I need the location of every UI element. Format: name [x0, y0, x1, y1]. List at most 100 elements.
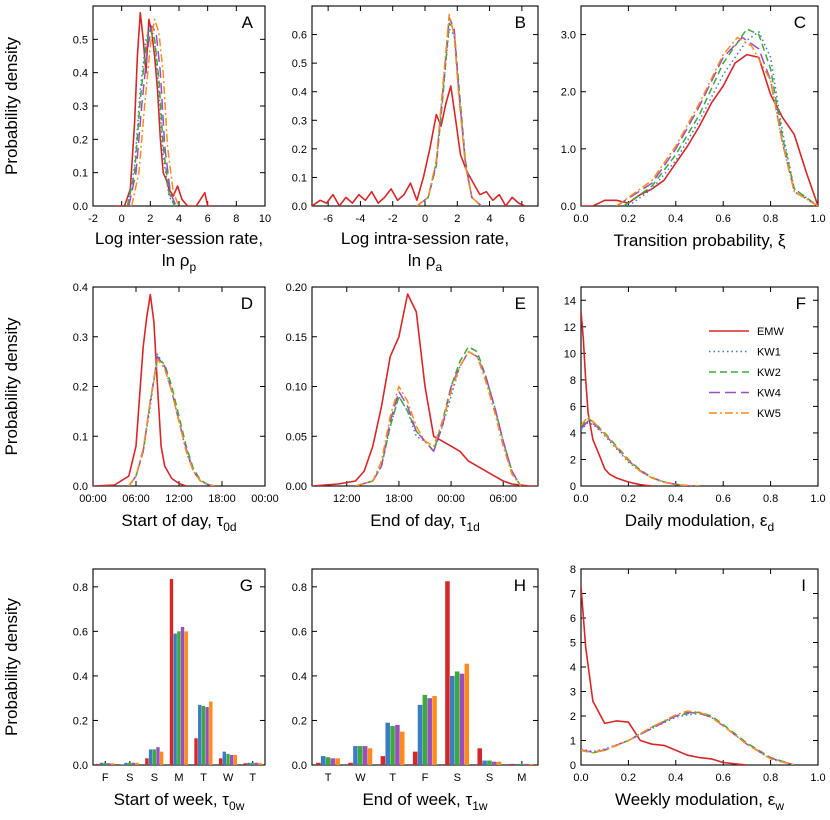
x-axis-label-main: Log inter-session rate, — [95, 229, 263, 248]
y-tick-label: 1 — [570, 736, 576, 748]
panel-G: 0.0 0.2 0.4 0.6 0.8 F S S M T W T G Start of week, τ0… — [2, 568, 266, 813]
x-tick-label: 4 — [176, 213, 182, 225]
bar-emw — [509, 763, 515, 765]
x-axis-label-line2-main: ln ρ — [408, 251, 436, 270]
x-axis-label-main: Weekly modulation, ε — [615, 790, 776, 809]
x-tick-label: -4 — [356, 213, 366, 225]
bar-kw1 — [385, 722, 390, 765]
panel-label: C — [794, 13, 806, 32]
x-tick-label: 8 — [233, 213, 239, 225]
bar-kw5 — [135, 762, 139, 765]
series-line-emw — [581, 586, 747, 765]
x-tick-label: M — [174, 772, 183, 784]
bar-kw4 — [107, 763, 111, 765]
x-axis-label-main: Daily modulation, ε — [625, 511, 768, 530]
series-line-kw5 — [416, 13, 482, 206]
x-axis-label-main: End of day, τ — [370, 511, 466, 530]
y-tick-label: 0.3 — [73, 332, 88, 344]
x-tick-label: 1.0 — [810, 493, 825, 505]
series-line-emw — [312, 85, 526, 206]
bar-kw4 — [156, 747, 160, 765]
series-line-kw2 — [581, 711, 795, 765]
y-tick-label: 0 — [570, 481, 576, 493]
x-axis-label-line2: ln ρa — [408, 251, 443, 274]
y-tick-label: 5 — [570, 638, 576, 650]
x-tick-label: 06:00 — [489, 493, 517, 505]
series-line-kw4 — [416, 16, 482, 206]
bar-kw5 — [464, 663, 470, 765]
bar-emw — [243, 763, 247, 765]
bar-kw5 — [399, 731, 405, 765]
panel-D: 0.0 0.1 0.2 0.3 0.4 00:00 06:00 12:00 18:00 00:00… — [2, 282, 279, 534]
y-tick-label: 2 — [570, 711, 576, 723]
x-axis-label: Log inter-session rate, — [95, 229, 263, 248]
y-tick-label: 2 — [570, 454, 576, 466]
bar-kw1 — [514, 763, 520, 765]
bar-kw1 — [173, 633, 177, 765]
legend-label: KW1 — [757, 347, 781, 359]
plot-frame — [580, 568, 819, 766]
y-tick-label: 0.1 — [73, 168, 88, 180]
bar-emw — [477, 748, 483, 765]
y-tick-label: 8 — [570, 564, 576, 576]
bar-kw1 — [99, 762, 104, 765]
x-tick-label: W — [355, 772, 366, 784]
y-tick-label: 0.1 — [292, 172, 307, 184]
y-tick-label: 0.5 — [292, 58, 307, 70]
bar-kw2 — [454, 671, 460, 765]
y-tick-label: 0.2 — [73, 382, 88, 394]
x-axis-label-subscript: 1w — [472, 799, 488, 813]
legend-label: KW2 — [757, 367, 781, 379]
series-line-emw — [93, 293, 187, 486]
x-tick-label: 00:00 — [251, 493, 279, 505]
x-axis-label: Transition probability, ξ — [613, 231, 785, 250]
x-axis-label-line2-subscript: a — [435, 260, 442, 274]
x-tick-label: 0.4 — [668, 493, 683, 505]
panel-label: I — [801, 576, 806, 595]
y-tick-label: 0.8 — [73, 582, 88, 594]
y-tick-label: 0.8 — [292, 582, 307, 594]
y-tick-label: 3 — [570, 687, 576, 699]
y-tick-label: 0.0 — [73, 481, 88, 493]
bar-kw5 — [335, 758, 340, 765]
bar-emw — [412, 751, 418, 765]
y-tick-label: 0.00 — [286, 481, 307, 493]
series-line-emw — [312, 293, 538, 486]
x-tick-label: 06:00 — [122, 493, 150, 505]
y-axis-label: Probability density — [2, 37, 21, 175]
y-tick-label: 0.20 — [286, 282, 307, 294]
x-tick-label: W — [223, 772, 234, 784]
bar-kw4 — [459, 673, 465, 765]
bar-emw — [218, 758, 223, 765]
plot-frame — [311, 5, 539, 207]
y-tick-label: 0.4 — [73, 671, 88, 683]
panel-I: 0 1 2 3 4 5 6 7 8 0.0 0.2 0.4 0.6 0.8 1.0 I Weekly modul… — [570, 564, 826, 813]
bar-kw4 — [180, 626, 185, 765]
panel-B: 0.0 0.1 0.2 0.3 0.4 0.5 0.6 -6 -4 -2 0 2 4 6 B Log intr… — [292, 5, 539, 274]
series-line-kw4 — [581, 711, 795, 765]
panel-E: 0.00 0.05 0.10 0.15 0.20 12:00 18:00 00:00 06:00… — [286, 282, 539, 534]
bar-kw4 — [524, 763, 529, 765]
bar-kw2 — [519, 763, 524, 765]
bar-kw2 — [103, 762, 107, 765]
bar-emw — [145, 758, 149, 765]
bar-kw2 — [422, 694, 428, 765]
y-tick-label: 0 — [570, 760, 576, 772]
panel-C: 0.0 1.0 2.0 3.0 0.0 0.2 0.4 0.6 0.8 1.0 C Transitio… — [561, 5, 826, 250]
x-axis-label: Weekly modulation, εw — [615, 790, 784, 813]
bar-emw — [169, 579, 174, 765]
series-line-kw5 — [581, 710, 795, 765]
x-tick-label: 6 — [519, 213, 525, 225]
y-tick-label: 1.0 — [561, 144, 576, 156]
x-tick-label: 0.0 — [573, 213, 588, 225]
bar-emw — [194, 738, 198, 765]
x-axis-label: Daily modulation, εd — [625, 511, 774, 534]
legend-label: KW4 — [757, 388, 781, 400]
bar-kw5 — [184, 631, 188, 765]
bar-kw5 — [209, 701, 213, 765]
x-axis-label: End of week, τ1w — [362, 790, 487, 813]
x-tick-label: T — [389, 772, 396, 784]
bar-kw1 — [417, 704, 423, 765]
y-tick-label: 0.4 — [292, 671, 307, 683]
x-axis-label-subscript: w — [774, 799, 784, 813]
